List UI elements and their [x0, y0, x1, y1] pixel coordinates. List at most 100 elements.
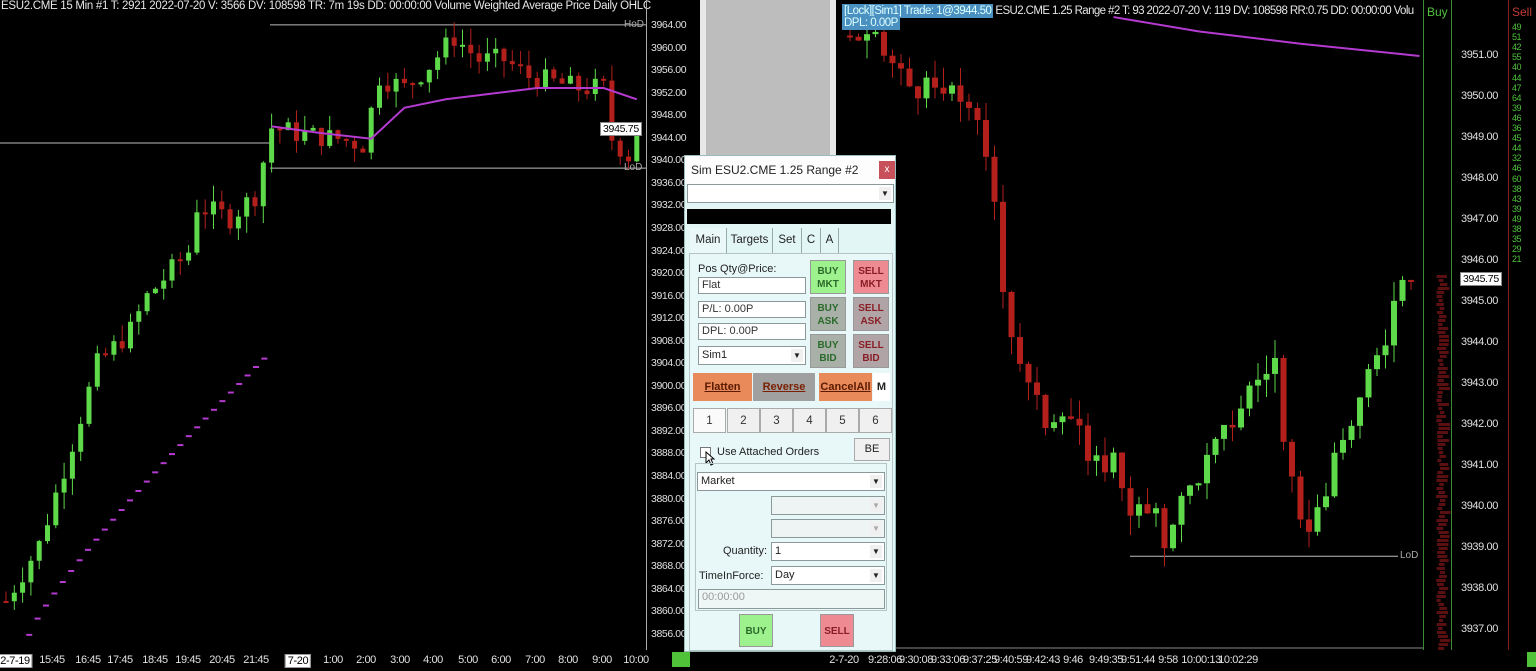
- flatten-button[interactable]: Flatten: [693, 373, 752, 401]
- dom-bid-bar: [1438, 427, 1451, 430]
- price-select-2[interactable]: ▼: [771, 519, 885, 538]
- left-hod-label: HoD: [624, 19, 645, 30]
- tab-main[interactable]: Main: [690, 228, 727, 253]
- chevron-down-icon: ▼: [870, 475, 882, 488]
- order-set-tab-1[interactable]: 1: [693, 408, 726, 433]
- dom-sell-size: 44: [1512, 143, 1522, 154]
- order-set-tab-5[interactable]: 5: [826, 408, 859, 433]
- left-chart[interactable]: [0, 0, 646, 650]
- tab-c[interactable]: C: [802, 228, 821, 253]
- buy-market-button[interactable]: BUY MKT: [810, 260, 846, 294]
- candle: [3, 601, 9, 604]
- dom-bid-bar: [1437, 635, 1448, 638]
- candle: [401, 78, 407, 84]
- time-label: 4:00: [423, 654, 443, 666]
- candle: [518, 64, 524, 67]
- candle: [881, 31, 887, 56]
- dom-sell-size: 46: [1512, 163, 1522, 174]
- dom-sell-size: 39: [1512, 203, 1522, 214]
- candle: [915, 86, 921, 99]
- dom-bid-bar: [1436, 487, 1444, 490]
- candle: [144, 293, 150, 312]
- price-tick: 3860.00: [651, 605, 687, 618]
- dom-bid-bar: [1438, 575, 1447, 578]
- time-field[interactable]: 00:00:00: [698, 589, 885, 609]
- dom-sell-size: 55: [1512, 52, 1522, 63]
- time-label: 6:00: [491, 654, 511, 666]
- dom-sell-column[interactable]: [1508, 0, 1536, 650]
- be-button[interactable]: BE: [854, 438, 890, 461]
- dom-sell-size: 60: [1512, 173, 1522, 184]
- order-set-tab-6[interactable]: 6: [859, 408, 892, 433]
- close-button[interactable]: x: [879, 161, 895, 179]
- order-set-tab-4[interactable]: 4: [793, 408, 826, 433]
- time-label: 8:00: [558, 654, 578, 666]
- m-button[interactable]: M: [873, 373, 890, 401]
- sell-ask-button[interactable]: SELL ASK: [853, 297, 889, 331]
- candle: [426, 69, 432, 83]
- price-tick: 3939.00: [1461, 541, 1498, 553]
- symbol-dropdown[interactable]: ▼: [687, 184, 894, 203]
- sell-bid-button[interactable]: SELL BID: [853, 334, 889, 368]
- candle: [983, 120, 989, 157]
- buy-button[interactable]: BUY: [739, 614, 773, 647]
- candle: [1365, 369, 1372, 398]
- candle: [343, 138, 349, 141]
- dom-bid-bar: [1439, 411, 1445, 414]
- time-label: 9:42:43: [1026, 654, 1060, 666]
- tab-set[interactable]: Set: [773, 228, 802, 253]
- time-label: 9:49:35: [1089, 654, 1123, 666]
- sell-button[interactable]: SELL: [820, 614, 854, 647]
- candle: [435, 57, 441, 70]
- dom-bid-bar: [1439, 607, 1448, 610]
- order-type-select[interactable]: Market ▼: [697, 472, 885, 491]
- right-chart[interactable]: [0, 0, 1536, 650]
- chevron-down-icon: ▼: [791, 349, 803, 362]
- dom-bid-bar: [1437, 367, 1448, 370]
- dom-bid-bar: [1437, 435, 1443, 438]
- use-attached-orders-label[interactable]: Use Attached Orders: [717, 446, 820, 458]
- buy-ask-button[interactable]: BUY ASK: [810, 297, 846, 331]
- dom-bid-bar: [1439, 351, 1449, 354]
- dom-bid-bar: [1436, 311, 1444, 314]
- time-label: 9:28:06: [868, 654, 902, 666]
- dom-bid-bar: [1436, 291, 1445, 294]
- price-select-1[interactable]: ▼: [771, 496, 885, 515]
- tab-a[interactable]: A: [821, 228, 839, 253]
- dom-bid-bar: [1437, 647, 1445, 650]
- candle: [1059, 416, 1066, 423]
- tif-select[interactable]: Day ▼: [771, 566, 885, 585]
- price-tick: 3924.00: [651, 244, 687, 257]
- dom-sell-size: 47: [1512, 82, 1522, 93]
- quantity-select[interactable]: 1 ▼: [771, 542, 885, 561]
- price-tick: 3936.00: [651, 176, 687, 189]
- quantity-value: 1: [775, 545, 782, 557]
- cancel-all-button[interactable]: CancelAll: [819, 373, 872, 401]
- mouse-cursor-icon: [705, 451, 715, 466]
- dom-bid-bar: [1438, 387, 1450, 390]
- candle: [294, 122, 299, 141]
- dom-bid-bar: [1436, 295, 1443, 298]
- dom-bid-bar: [1436, 303, 1444, 306]
- order-set-tab-2[interactable]: 2: [727, 408, 760, 433]
- candle: [69, 451, 75, 479]
- left-price-axis[interactable]: 3964.00 3960.00 3956.00 3952.00 3948.00 3944.…: [646, 0, 694, 650]
- sell-market-button[interactable]: SELL MKT: [853, 260, 889, 294]
- account-select[interactable]: Sim1 ▼: [698, 346, 806, 365]
- dom-bid-bar: [1436, 543, 1449, 546]
- price-tick: 3892.00: [651, 424, 687, 437]
- price-tick: 3928.00: [651, 221, 687, 234]
- dom-bid-bar: [1437, 583, 1444, 586]
- candle: [634, 132, 640, 162]
- trade-window-title[interactable]: Sim ESU2.CME 1.25 Range #2: [685, 156, 895, 184]
- order-set-tab-3[interactable]: 3: [760, 408, 793, 433]
- dom-bid-bar: [1438, 423, 1451, 426]
- buy-bid-button[interactable]: BUY BID: [810, 334, 846, 368]
- price-tick: 3960.00: [651, 41, 687, 54]
- candle: [592, 78, 598, 95]
- reverse-button[interactable]: Reverse: [753, 373, 815, 401]
- tab-targets[interactable]: Targets: [727, 228, 773, 253]
- candle: [161, 280, 167, 289]
- candle: [260, 162, 266, 207]
- dom-buy-column[interactable]: [1423, 0, 1452, 650]
